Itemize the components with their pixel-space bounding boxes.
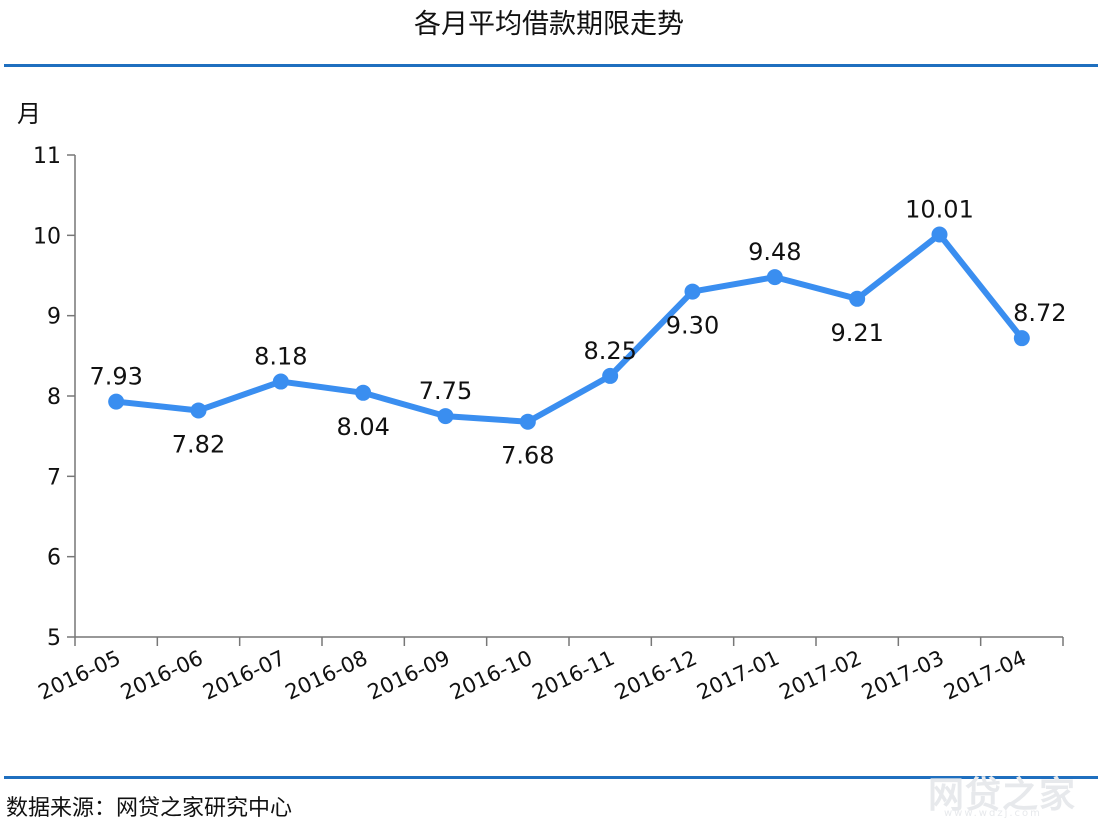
data-point (931, 226, 948, 243)
bottom-divider (4, 776, 1098, 779)
data-point (849, 290, 866, 307)
data-label: 8.25 (583, 337, 636, 365)
data-label: 8.04 (336, 413, 389, 441)
x-tick-label: 2016-09 (364, 646, 454, 705)
series-path (113, 231, 1025, 425)
data-label: 7.68 (501, 442, 554, 470)
watermark-logo: 网贷之家 (928, 775, 1077, 816)
x-tick-label: 2017-04 (940, 646, 1030, 705)
y-tick-label: 8 (47, 385, 61, 410)
data-label: 7.82 (172, 430, 225, 458)
data-label: 9.48 (748, 238, 801, 266)
data-point (684, 283, 701, 300)
y-tick-label: 6 (47, 546, 61, 571)
data-point (602, 367, 619, 384)
data-source-note: 数据来源：网贷之家研究中心 (6, 796, 293, 821)
data-label: 7.75 (419, 377, 472, 405)
data-point (519, 413, 536, 430)
data-label: 7.93 (89, 363, 142, 391)
data-labels: 7.93 7.82 8.18 8.04 7.75 7.68 8.25 9.30 9.48 9.21… (89, 196, 1066, 470)
x-tick-label: 2016-08 (282, 646, 372, 705)
y-tick-label: 5 (47, 626, 61, 651)
data-point (190, 402, 207, 419)
axes: 5678910112016-052016-062016-072016-08201… (33, 144, 1064, 705)
data-label: 10.01 (905, 196, 974, 224)
y-tick-label: 7 (47, 465, 61, 490)
data-point (355, 384, 372, 401)
x-tick-label: 2016-05 (35, 646, 125, 705)
y-tick-label: 11 (33, 144, 61, 169)
x-tick-label: 2017-02 (776, 646, 866, 705)
x-tick-label: 2016-12 (611, 646, 701, 705)
data-label: 9.30 (666, 312, 719, 340)
data-label: 8.18 (254, 343, 307, 371)
x-tick-label: 2016-06 (117, 646, 207, 705)
data-label: 8.72 (1013, 299, 1066, 327)
page-title: 各月平均借款期限走势 (414, 9, 684, 40)
series-line (108, 226, 1030, 430)
x-tick-label: 2017-03 (858, 646, 948, 705)
data-point (1013, 330, 1030, 347)
x-tick-label: 2016-11 (529, 646, 619, 705)
y-tick-label: 9 (47, 305, 61, 330)
watermark-url: www.wdzj.com (944, 808, 1042, 819)
data-point (108, 393, 125, 410)
data-point (272, 373, 289, 390)
y-tick-label: 10 (33, 224, 61, 249)
y-axis-label: 月 (17, 100, 41, 128)
x-tick-label: 2016-07 (199, 646, 289, 705)
x-tick-label: 2017-01 (693, 646, 783, 705)
top-divider (4, 64, 1098, 67)
data-point (766, 269, 783, 286)
x-tick-label: 2016-10 (446, 646, 536, 705)
data-label: 9.21 (830, 319, 883, 347)
data-point (437, 408, 454, 425)
